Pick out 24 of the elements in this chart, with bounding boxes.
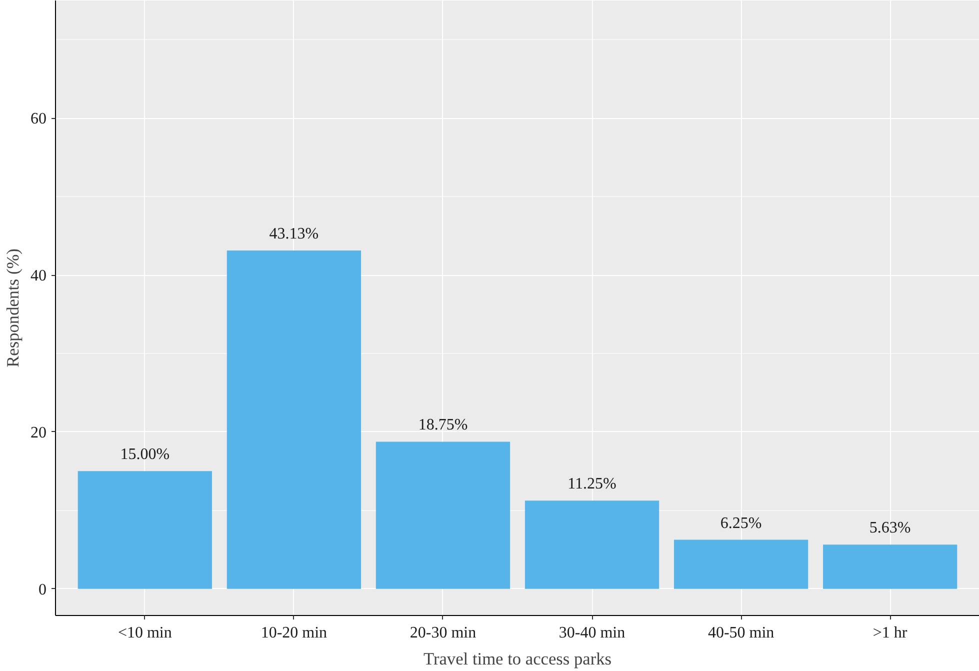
y-tick-label: 20 (30, 424, 46, 442)
data-label: 18.75% (418, 416, 468, 434)
y-tick-label: 40 (30, 268, 46, 285)
bar (674, 540, 808, 589)
y-tick-label: 0 (38, 581, 46, 598)
y-tick-label: 60 (30, 110, 46, 128)
x-tick-label: <10 min (118, 624, 172, 642)
x-tick-label: 30-40 min (558, 624, 626, 642)
data-label: 5.63% (869, 520, 911, 537)
x-axis-title: Travel time to access parks (424, 650, 612, 668)
bar (78, 471, 212, 589)
data-label: 11.25% (568, 476, 616, 493)
bar (524, 500, 660, 589)
x-tick-label: >1 hr (872, 624, 908, 642)
bar (226, 250, 362, 589)
bar (376, 442, 510, 589)
data-label: 6.25% (720, 514, 762, 532)
data-label: 43.13% (269, 226, 319, 242)
data-label: 15.00% (120, 446, 170, 464)
bar (823, 544, 958, 589)
x-tick-label: 20-30 min (410, 624, 476, 642)
y-axis-title: Respondents (%) (4, 248, 22, 368)
x-tick-label: 40-50 min (708, 624, 774, 642)
x-tick-label: 10-20 min (260, 624, 328, 642)
